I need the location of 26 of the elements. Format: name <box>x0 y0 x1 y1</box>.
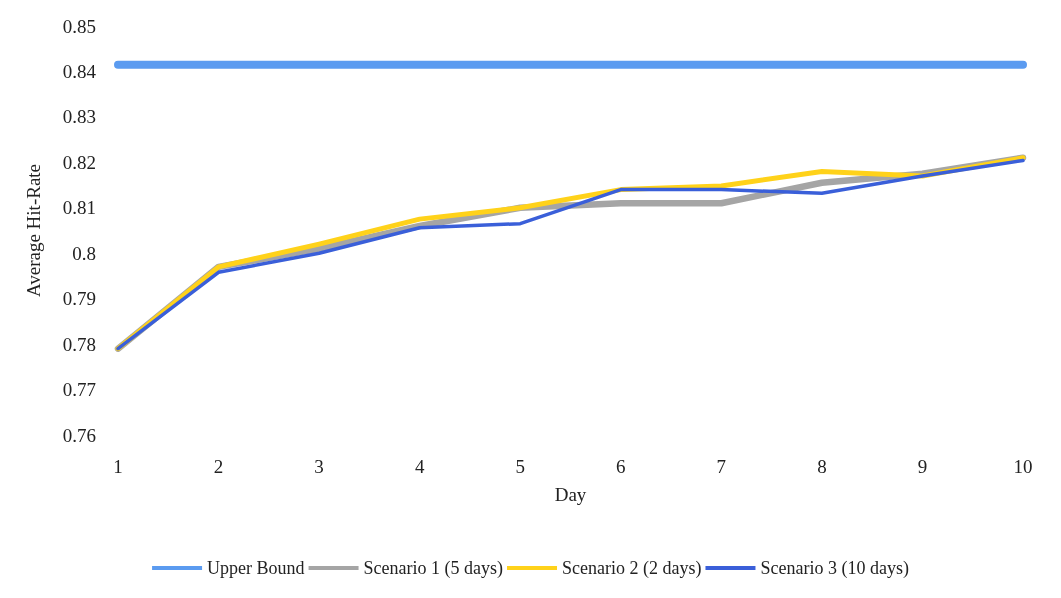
y-tick-label: 0.82 <box>62 151 96 173</box>
x-tick-label: 9 <box>917 456 928 477</box>
y-tick-label: 0.77 <box>62 379 96 401</box>
x-tick-label: 10 <box>1013 456 1033 477</box>
y-tick-label: 0.85 <box>62 15 96 37</box>
x-tick-label: 6 <box>616 456 626 477</box>
y-tick-label: 0.84 <box>62 60 97 82</box>
x-tick-label: 2 <box>213 456 224 477</box>
x-axis-title: Day <box>554 484 587 505</box>
y-tick-label: 0.83 <box>62 106 96 128</box>
legend-label: Scenario 2 (2 days) <box>562 558 702 579</box>
x-tick-label: 5 <box>515 456 525 477</box>
x-tick-label: 4 <box>414 456 425 477</box>
legend-label: Upper Bound <box>207 558 305 578</box>
y-tick-label: 0.81 <box>62 197 96 219</box>
x-tick-label: 7 <box>716 456 727 477</box>
y-axis-title: Average Hit-Rate <box>23 163 44 298</box>
y-tick-label: 0.8 <box>72 242 96 264</box>
y-tick-label: 0.79 <box>62 288 96 310</box>
legend-label: Scenario 3 (10 days) <box>760 558 909 579</box>
legend-label: Scenario 1 (5 days) <box>363 558 504 579</box>
y-tick-label: 0.78 <box>62 333 96 355</box>
x-tick-label: 3 <box>314 456 324 477</box>
x-tick-label: 8 <box>817 456 827 477</box>
x-tick-label: 1 <box>113 456 123 477</box>
y-tick-label: 0.76 <box>62 424 96 446</box>
